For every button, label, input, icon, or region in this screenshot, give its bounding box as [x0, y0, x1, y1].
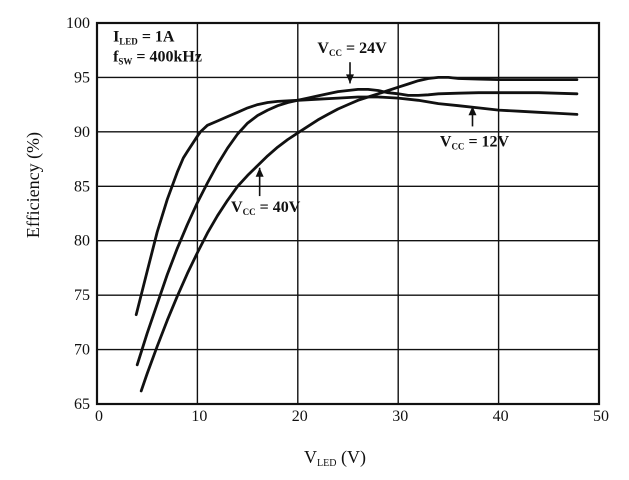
annotations-layer: ILED = 1A fSW = 400kHz VCC = 24V VCC = 12V V… [113, 29, 510, 217]
arrowhead-vcc-24v [346, 74, 355, 84]
y-tick-label-100: 100 [66, 15, 90, 32]
series-label-vcc-40v: VCC = 40V [231, 199, 301, 217]
x-axis-label: VLED (V) [304, 447, 366, 469]
curve-vcc-12v [134, 95, 579, 317]
x-tick-label-0: 0 [95, 408, 103, 425]
series-label-vcc-24v: VCC = 24V [317, 40, 387, 58]
conditions-line-2: fSW = 400kHz [113, 49, 202, 67]
y-axis-label: Efficiency (%) [23, 132, 44, 238]
y-tick-label-95: 95 [74, 69, 90, 86]
x-tick-label-50: 50 [593, 408, 609, 425]
y-tick-label-80: 80 [74, 233, 90, 250]
x-tick-label-10: 10 [191, 408, 207, 425]
curves-layer [134, 76, 579, 393]
curve-vcc-24v [135, 88, 579, 367]
y-tick-label-75: 75 [74, 287, 90, 304]
y-tick-label-85: 85 [74, 178, 90, 195]
tick-labels-layer: 0 10 20 30 40 50 65 70 75 80 85 90 95 100 [66, 15, 609, 425]
conditions-line-1: ILED = 1A [113, 29, 175, 47]
y-tick-label-65: 65 [74, 396, 90, 413]
x-tick-label-30: 30 [392, 408, 408, 425]
x-tick-label-20: 20 [292, 408, 308, 425]
y-tick-label-70: 70 [74, 342, 90, 359]
arrowhead-vcc-12v [468, 106, 477, 116]
curve-vcc-40v [139, 76, 579, 393]
y-tick-label-90: 90 [74, 124, 90, 141]
arrowhead-vcc-40v [255, 167, 264, 177]
x-tick-label-40: 40 [493, 408, 509, 425]
series-label-vcc-12v: VCC = 12V [440, 134, 510, 152]
plot-border [95, 21, 601, 406]
